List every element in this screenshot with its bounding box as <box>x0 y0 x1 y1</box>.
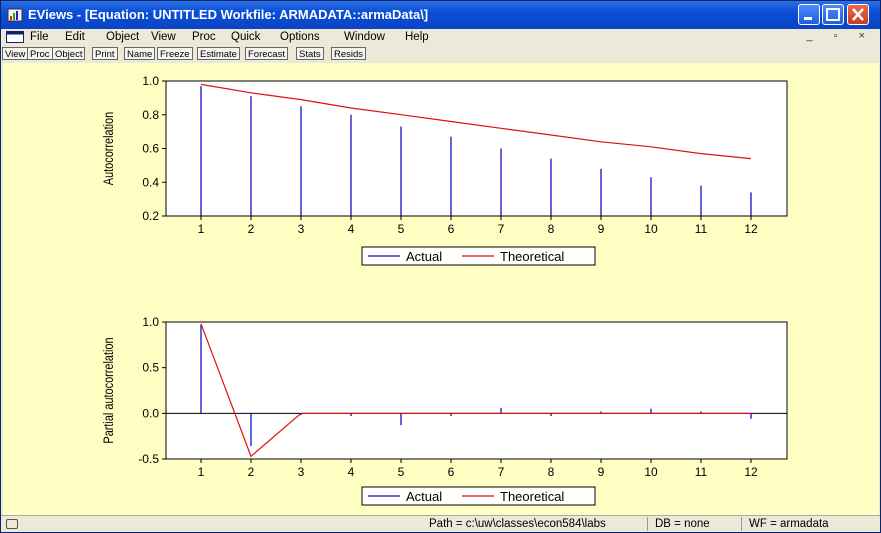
y-tick-label: 0.4 <box>142 175 159 189</box>
theoretical-line <box>200 83 752 160</box>
x-tick-label: 11 <box>695 465 708 479</box>
status-indicator <box>6 519 18 529</box>
view-button[interactable]: View <box>2 47 29 60</box>
stats-button[interactable]: Stats <box>296 47 324 60</box>
x-tick-label: 1 <box>198 465 205 479</box>
menu-view[interactable]: View <box>151 31 176 43</box>
status-wf: WF = armadata <box>749 518 829 530</box>
theoretical-line <box>200 323 751 458</box>
x-tick-label: 1 <box>198 222 205 236</box>
legend-actual-label: Actual <box>406 249 442 264</box>
plot-area <box>165 321 788 460</box>
forecast-button[interactable]: Forecast <box>245 47 288 60</box>
x-tick-label: 10 <box>644 222 658 236</box>
x-tick-label: 2 <box>248 222 255 236</box>
x-tick-label: 6 <box>448 222 455 236</box>
menu-proc[interactable]: Proc <box>192 31 216 43</box>
y-axis-label: Partial autocorrelation <box>101 337 117 443</box>
x-tick-label: 9 <box>598 465 605 479</box>
x-tick-label: 2 <box>248 465 255 479</box>
x-tick-label: 5 <box>398 465 405 479</box>
menu-options[interactable]: Options <box>280 31 320 43</box>
menu-edit[interactable]: Edit <box>65 31 85 43</box>
x-tick-label: 3 <box>298 222 305 236</box>
status-separator <box>647 517 648 531</box>
object-button[interactable]: Object <box>52 47 86 60</box>
y-tick-label: 0.0 <box>142 406 159 420</box>
x-tick-label: 4 <box>348 222 355 236</box>
menu-file[interactable]: File <box>30 31 49 43</box>
document-icon[interactable] <box>6 31 24 43</box>
y-tick-label: 0.2 <box>142 209 159 223</box>
legend-theoretical-label: Theoretical <box>500 249 564 264</box>
menu-object[interactable]: Object <box>106 31 140 43</box>
menu-bar: File Edit Object View Proc Quick Options… <box>1 29 880 46</box>
y-tick-label: 1.0 <box>142 74 159 88</box>
x-tick-label: 5 <box>398 222 405 236</box>
y-tick-label: 0.8 <box>142 108 159 122</box>
x-tick-label: 7 <box>498 465 505 479</box>
close-icon <box>852 8 864 21</box>
x-tick-label: 11 <box>695 222 708 236</box>
y-tick-label: 0.5 <box>142 361 159 375</box>
title-bar[interactable]: EViews - [Equation: UNTITLED Workfile: A… <box>1 1 880 29</box>
plot-area <box>165 80 788 217</box>
y-tick-label: 1.0 <box>142 315 159 329</box>
menu-quick[interactable]: Quick <box>231 31 261 43</box>
resids-button[interactable]: Resids <box>331 47 367 60</box>
menu-window[interactable]: Window <box>344 31 385 43</box>
y-axis-label: Autocorrelation <box>101 112 117 185</box>
minimize-icon <box>804 17 812 20</box>
freeze-button[interactable]: Freeze <box>157 47 193 60</box>
legend-theoretical-label: Theoretical <box>500 489 564 504</box>
y-tick-label: -0.5 <box>138 452 159 466</box>
name-button[interactable]: Name <box>124 47 156 60</box>
autocorrelation-chart: 0.20.40.60.81.01 2 3 4 5 6 7 8 9 10 11 12Autocorrel… <box>101 74 788 266</box>
x-tick-label: 12 <box>744 465 758 479</box>
maximize-button[interactable] <box>822 4 844 25</box>
status-db: DB = none <box>655 518 710 530</box>
x-tick-label: 10 <box>644 465 658 479</box>
legend-actual-label: Actual <box>406 489 442 504</box>
status-separator <box>741 517 742 531</box>
x-tick-label: 8 <box>548 222 555 236</box>
graph-area: 0.2 0.4 0.6 0.8 1.0 1 2 3 4 5 6 7 8 9 10 11 12 Autocorrel… <box>3 63 879 515</box>
proc-button[interactable]: Proc <box>27 47 53 60</box>
x-tick-label: 7 <box>498 222 505 236</box>
x-tick-label: 3 <box>298 465 305 479</box>
estimate-button[interactable]: Estimate <box>197 47 240 60</box>
x-tick-label: 4 <box>348 465 355 479</box>
status-path: Path = c:\uw\classes\econ584\labs <box>429 518 606 530</box>
x-tick-label: 12 <box>744 222 758 236</box>
x-tick-label: 9 <box>598 222 605 236</box>
window-title: EViews - [Equation: UNTITLED Workfile: A… <box>28 7 429 22</box>
minimize-button[interactable] <box>798 4 820 25</box>
menu-help[interactable]: Help <box>405 31 429 43</box>
x-tick-label: 8 <box>548 465 555 479</box>
maximize-icon <box>826 8 840 21</box>
x-tick-label: 6 <box>448 465 455 479</box>
y-tick-label: 0.6 <box>142 142 159 156</box>
eviews-app-icon[interactable] <box>7 7 23 23</box>
print-button[interactable]: Print <box>92 47 118 60</box>
object-toolbar: View Proc Object Print Name Freeze Estim… <box>1 46 880 62</box>
status-bar: Path = c:\uw\classes\econ584\labs DB = n… <box>1 515 880 532</box>
mdi-window-controls[interactable]: _ ▫ × <box>806 30 874 42</box>
close-button[interactable] <box>847 4 869 25</box>
